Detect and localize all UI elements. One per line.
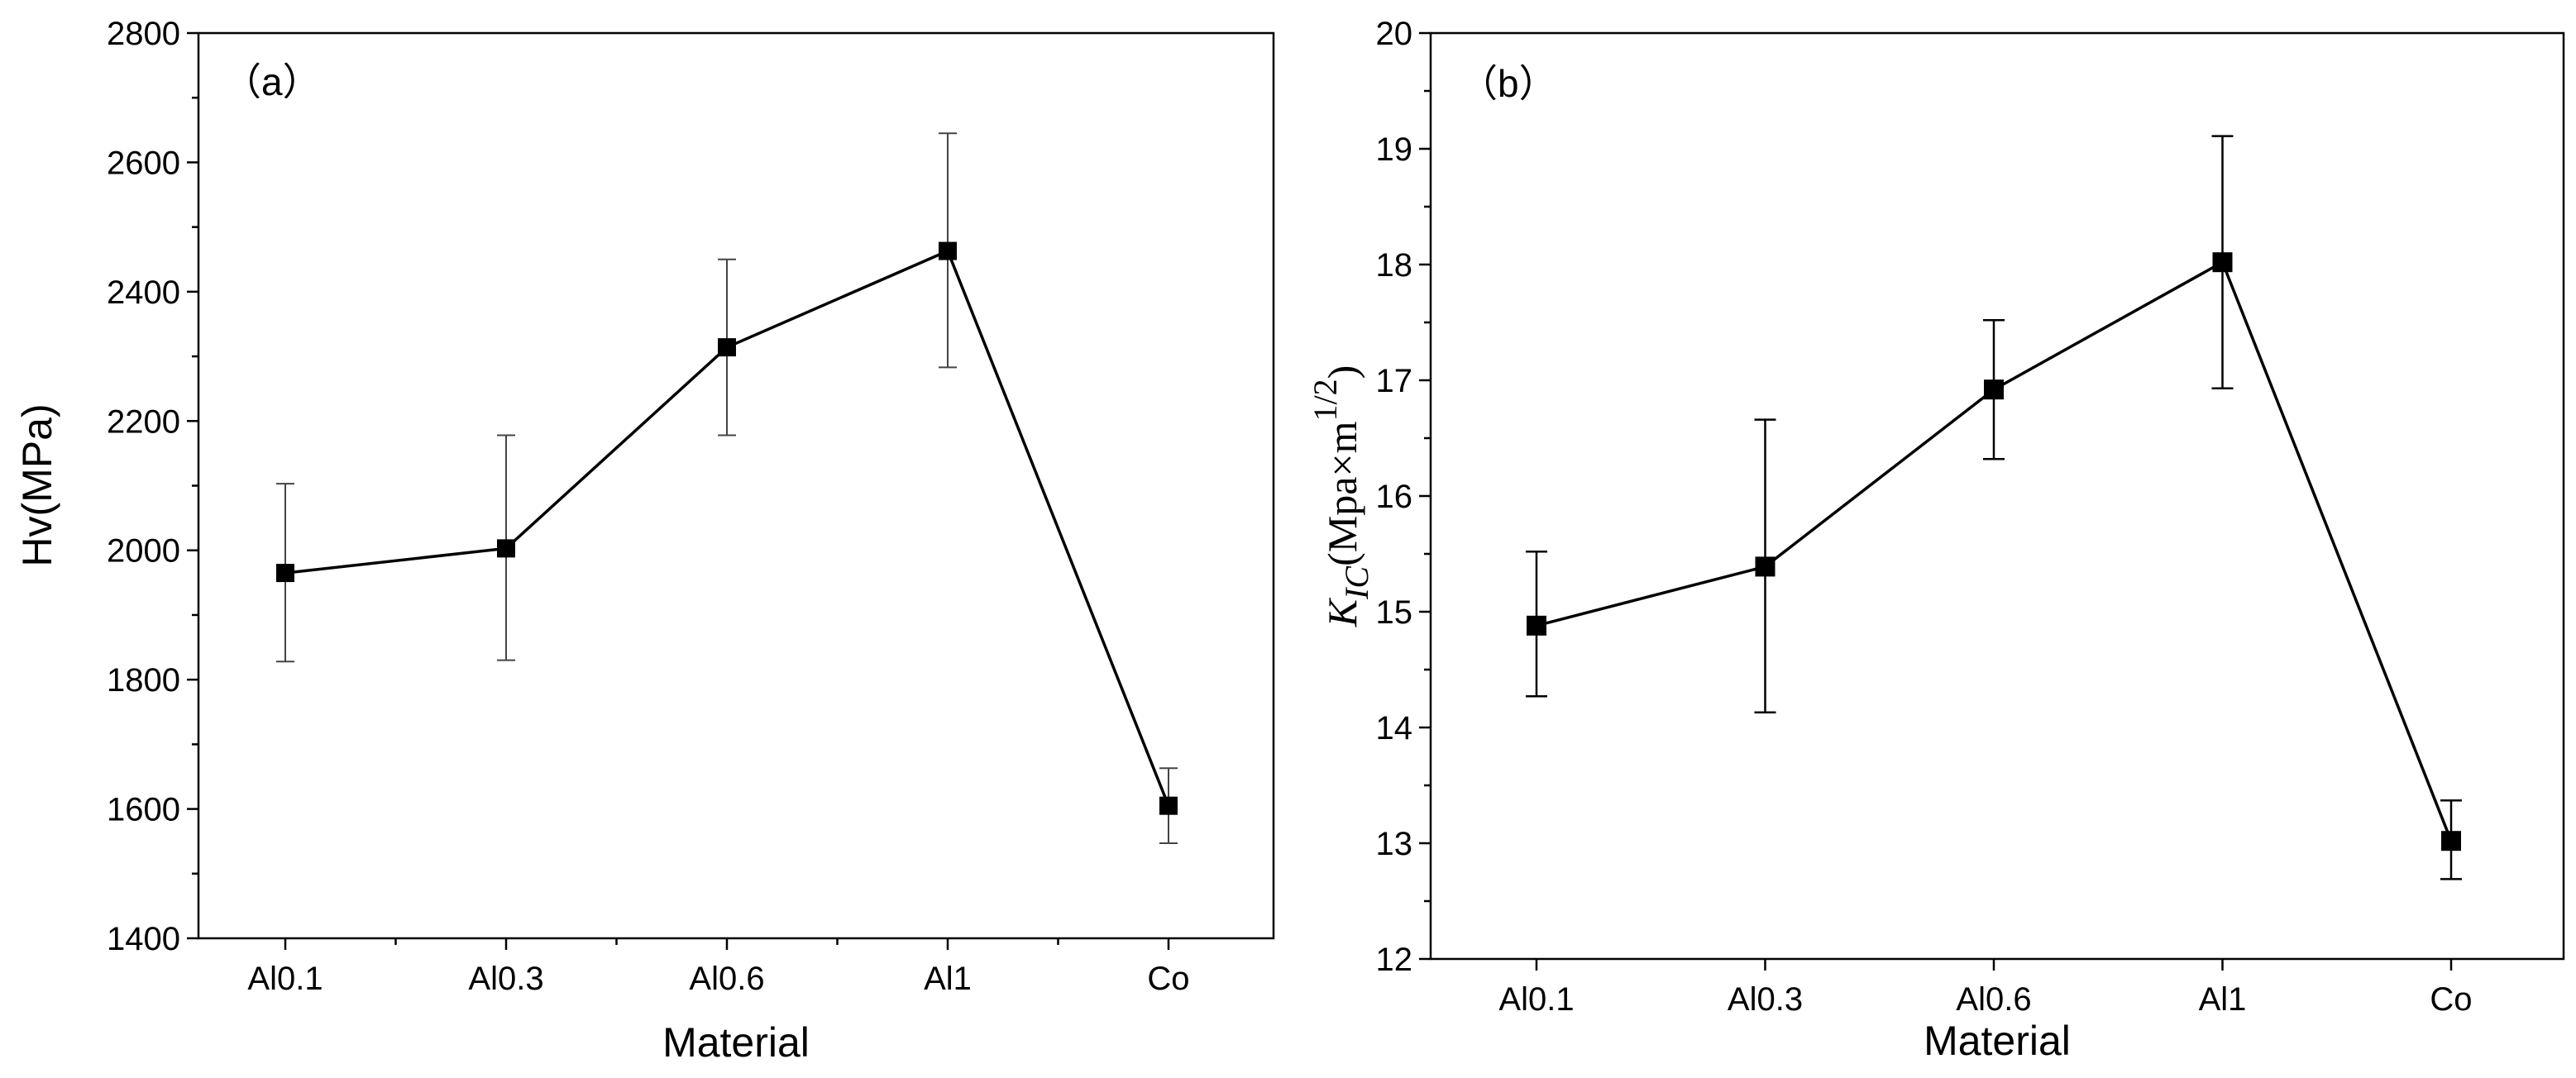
- x-tick-label: Al1: [2199, 981, 2247, 1018]
- y-tick-label: 12: [1376, 942, 1413, 978]
- y-tick-label: 2400: [107, 274, 180, 311]
- panel-a-x-axis-title: Material: [662, 1019, 810, 1066]
- y-tick-label: 2800: [107, 16, 180, 52]
- x-tick-label: Co: [1147, 961, 1189, 997]
- panel-a-label: （a）: [223, 60, 321, 103]
- y-tick-label: 2000: [107, 533, 180, 570]
- y-tick-label: 1800: [107, 662, 180, 699]
- data-point: [718, 338, 736, 357]
- y-tick-label: 19: [1376, 131, 1413, 168]
- panel-b-label: （b）: [1460, 62, 1557, 105]
- y-tick-label: 2200: [107, 403, 180, 440]
- y-tick-label: 18: [1376, 247, 1413, 284]
- panel-a-x-axis: Al0.1 Al0.3 Al0.6 Al1 Co: [247, 938, 1190, 997]
- y-tick-label: 20: [1376, 16, 1413, 52]
- kic-units-superscript: 1/2: [1307, 379, 1344, 421]
- kic-subscript: IC: [1338, 565, 1375, 600]
- data-point: [2212, 252, 2233, 273]
- data-point: [497, 539, 515, 558]
- data-point: [1527, 615, 1546, 636]
- data-point: [2441, 831, 2461, 851]
- panel-b-y-axis-title: KIC(Mpa×m1/2): [1307, 365, 1375, 628]
- panel-b-markers: [1527, 252, 2461, 851]
- y-tick-label: 14: [1376, 710, 1413, 746]
- y-tick-label: 16: [1376, 479, 1413, 515]
- data-point: [1984, 379, 2004, 400]
- panel-b-error-bars: [1526, 135, 2462, 880]
- panel-a-y-axis-title: Hv(MPa): [14, 403, 60, 566]
- y-tick-label: 15: [1376, 594, 1413, 631]
- data-point: [1755, 556, 1775, 577]
- panel-b-y-axis: 12 13 14 15 16 17 18 19 20: [1376, 16, 1431, 978]
- x-tick-label: Al0.3: [1728, 981, 1803, 1018]
- x-tick-label: Al0.6: [1956, 981, 2031, 1018]
- x-tick-label: Al0.6: [689, 961, 764, 997]
- panel-b-x-axis: Al0.1 Al0.3 Al0.6 Al1 Co: [1498, 959, 2473, 1018]
- x-tick-label: Al1: [924, 961, 972, 997]
- y-tick-label: 2600: [107, 145, 180, 181]
- data-point: [276, 564, 294, 583]
- data-point: [939, 241, 957, 260]
- x-tick-label: Al0.1: [1498, 981, 1574, 1018]
- data-point: [1159, 796, 1178, 815]
- panel-b-x-axis-title: Material: [1924, 1018, 2071, 1064]
- x-tick-label: Al0.1: [247, 961, 323, 997]
- x-tick-label: Al0.3: [468, 961, 543, 997]
- x-tick-label: Co: [2430, 981, 2472, 1018]
- y-tick-label: 1400: [107, 921, 180, 957]
- y-tick-label: 1600: [107, 792, 180, 828]
- kic-units: (Mpa×m: [1319, 421, 1365, 565]
- kic-units-close: ): [1319, 365, 1365, 379]
- kic-symbol: K: [1319, 597, 1365, 627]
- y-tick-label: 13: [1376, 826, 1413, 862]
- panel-a-plot-frame: [197, 31, 1275, 940]
- y-tick-label: 17: [1376, 363, 1413, 399]
- panel-a-y-axis: 1400 1600 1800 2000 2200 2400 2600 2800: [107, 16, 198, 957]
- panel-a-markers: [276, 241, 1178, 815]
- panel-b-plot-frame: [1429, 31, 2565, 961]
